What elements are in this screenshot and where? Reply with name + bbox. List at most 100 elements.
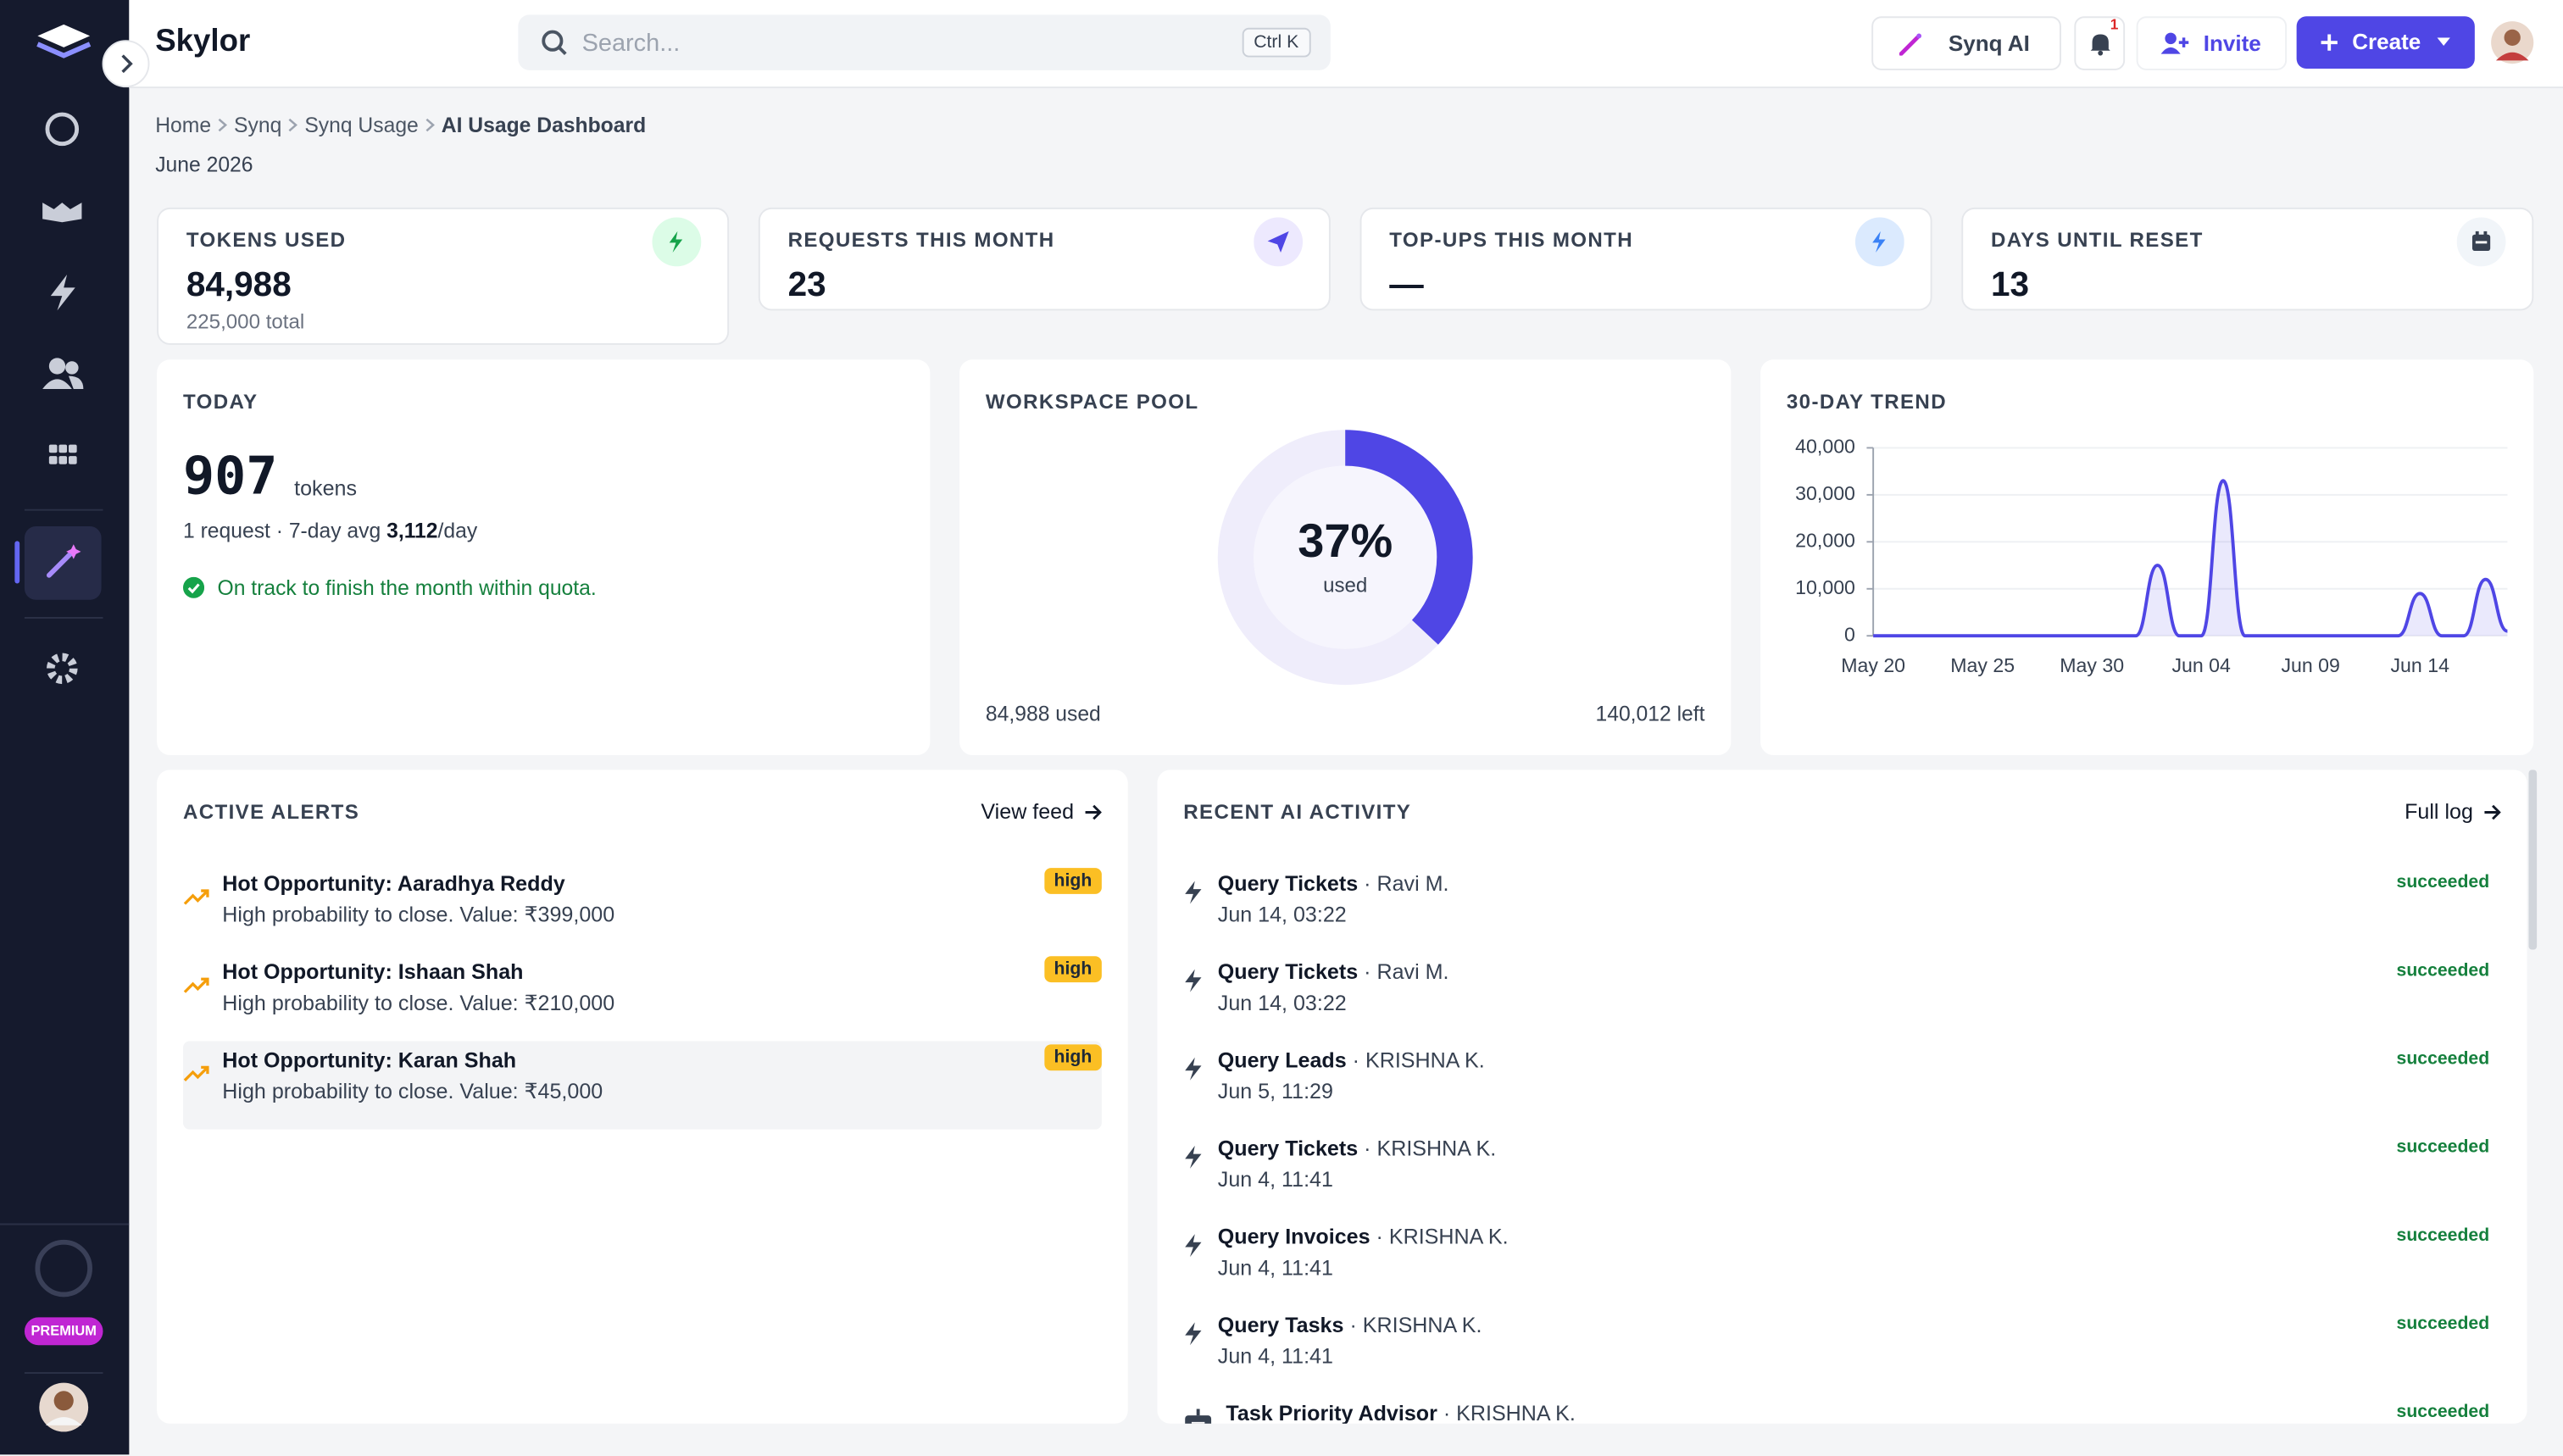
bolt: [1185, 881, 1202, 904]
breadcrumb-item: AI Usage Dashboard: [441, 112, 647, 137]
automation-icon[interactable]: [50, 274, 75, 311]
bolt-icon: [1185, 881, 1202, 904]
activity-line: Task Priority Advisor · KRISHNA K.: [1226, 1401, 1575, 1424]
activity-status: succeeded: [2396, 1314, 2490, 1334]
line-chart: 0 10,000 20,000 30,000 40,000 May 20 May 25 May…: [1795, 436, 2509, 676]
full-log-label: Full log: [2405, 799, 2473, 824]
view-feed-link[interactable]: View feed: [981, 799, 1102, 824]
deals-icon[interactable]: [42, 203, 82, 223]
activity-action: Task Priority Advisor: [1226, 1400, 1437, 1424]
x-tick-label: May 25: [1950, 654, 2015, 676]
scrollbar-track: [2528, 770, 2538, 950]
alert-trend-icon: [183, 1065, 209, 1081]
detail-avg: 3,112: [386, 518, 438, 543]
stat-card: DAYS UNTIL RESET 13: [1961, 207, 2534, 311]
breadcrumb-separator: [218, 117, 228, 131]
alerts-card: ACTIVE ALERTS View feed Hot Opportunity: A…: [157, 770, 1128, 1424]
breadcrumb: Home Synq Synq Usage AI Usage Dashboard: [155, 111, 646, 137]
user-avatar[interactable]: [39, 1382, 89, 1432]
x-tick-label: May 20: [1841, 654, 1905, 676]
y-tick-label: 0: [1844, 623, 1855, 645]
stat-value: 84,988: [186, 266, 292, 304]
bolt: [1185, 1057, 1202, 1081]
alert-row[interactable]: Hot Opportunity: Karan Shah High probabil…: [182, 1041, 1102, 1130]
trend-arrow: [183, 889, 209, 905]
today-unit: tokens: [294, 475, 358, 501]
ai-button-label: Synq AI: [1948, 31, 2030, 56]
stat-value: 13: [1990, 266, 2030, 304]
activity-status: succeeded: [2396, 1225, 2490, 1246]
invite-icon: [2160, 32, 2189, 54]
stat-card: TOKENS USED 84,988 225,000 total: [157, 207, 730, 345]
invite-label: Invite: [2203, 31, 2261, 56]
breadcrumb-item[interactable]: Home: [155, 112, 212, 137]
notifications-button[interactable]: 1: [2074, 16, 2126, 70]
breadcrumb-separator: [425, 117, 436, 131]
full-log-link[interactable]: Full log: [2405, 799, 2501, 824]
status-check: [187, 583, 200, 594]
create-plus: [2321, 34, 2338, 51]
usage-ring: [35, 1239, 92, 1298]
create-button[interactable]: Create: [2296, 16, 2475, 69]
stat-label: DAYS UNTIL RESET: [1990, 228, 2204, 252]
activity-user: · KRISHNA K.: [1349, 1312, 1482, 1337]
bolt-icon: [1185, 1145, 1202, 1169]
x-tick-label: Jun 04: [2171, 654, 2231, 676]
contacts-icon[interactable]: [42, 358, 84, 389]
activity-card: RECENT AI ACTIVITY Full log Query Tickets …: [1157, 770, 2527, 1424]
stat-icon: [1254, 217, 1304, 267]
breadcrumb-item[interactable]: Synq: [234, 112, 282, 137]
detail-suffix: /day: [437, 518, 478, 543]
today-value: 907: [182, 444, 278, 507]
alert-desc: High probability to close. Value: ₹45,00…: [222, 1078, 603, 1103]
donut-arc: [1344, 430, 1473, 645]
activity-status: succeeded: [2396, 1402, 2490, 1422]
ai-sparkle: [66, 544, 81, 559]
alert-trend-icon: [183, 977, 209, 993]
status-icon: [182, 576, 205, 598]
pool-card: WORKSPACE POOL 37% used 84,988 used 140,012 …: [959, 359, 1732, 755]
sidebar-icons: [0, 24, 130, 1432]
collapse-toggle[interactable]: [102, 39, 151, 88]
apps-icon[interactable]: [48, 444, 77, 464]
profile-avatar[interactable]: [2489, 19, 2535, 65]
y-tick-label: 40,000: [1795, 436, 1855, 458]
chevron: [218, 117, 228, 131]
search-box[interactable]: Search... Ctrl K: [518, 14, 1331, 70]
arrow: [1085, 803, 1102, 820]
pool-title: WORKSPACE POOL: [985, 390, 1199, 414]
settings-icon[interactable]: [46, 653, 78, 685]
robot-icon: [1185, 1409, 1212, 1424]
activity-action: Query Tickets: [1217, 959, 1359, 984]
ai-button[interactable]: Synq AI: [1871, 16, 2061, 70]
active-indicator: [14, 541, 20, 584]
alert-level: high: [1043, 1044, 1102, 1071]
bolt: [1185, 1145, 1202, 1169]
detail-prefix: 1 request · 7-day avg: [182, 518, 381, 543]
chevron: [425, 117, 436, 131]
notification-count: 1: [2110, 16, 2119, 33]
invite-button[interactable]: Invite: [2136, 16, 2288, 70]
activity-title: RECENT AI ACTIVITY: [1183, 800, 1412, 824]
robot-head: [1185, 1415, 1212, 1424]
stat-sub: 225,000 total: [186, 310, 305, 334]
activity-status: succeeded: [2396, 1049, 2490, 1070]
ai-button-icon: [1899, 33, 1922, 56]
activity-status: succeeded: [2396, 960, 2490, 981]
activity-time: Jun 4, 11:41: [1217, 1255, 1333, 1281]
activity-line: Query Invoices · KRISHNA K.: [1218, 1224, 1509, 1248]
alert-row[interactable]: Hot Opportunity: Ishaan Shah High probabi…: [183, 953, 1102, 1041]
alerts-title: ACTIVE ALERTS: [182, 800, 360, 824]
alert-trend-icon: [183, 889, 209, 905]
dashboard-icon[interactable]: [45, 112, 80, 147]
line-area: [1873, 481, 2508, 636]
breadcrumb-item[interactable]: Synq Usage: [304, 112, 419, 137]
breadcrumb-separator: [289, 117, 298, 131]
alert-row[interactable]: Hot Opportunity: Aaradhya Reddy High prob…: [183, 864, 1102, 953]
stat-icon: [2456, 217, 2506, 267]
x-tick-label: Jun 14: [2390, 654, 2449, 676]
alert-title: Hot Opportunity: Aaradhya Reddy: [222, 870, 565, 896]
